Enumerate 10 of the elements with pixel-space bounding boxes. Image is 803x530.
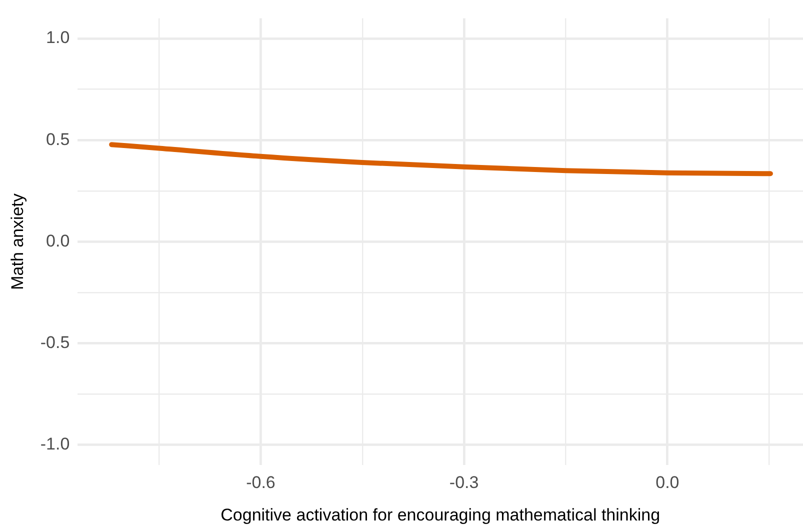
y-tick-label: 0.0 (46, 231, 70, 250)
y-tick-label: -1.0 (40, 434, 70, 454)
x-tick-label: 0.0 (656, 473, 680, 492)
x-tick-label: -0.6 (246, 473, 276, 492)
y-tick-label: 1.0 (46, 28, 70, 48)
y-tick-label: 0.5 (46, 130, 70, 149)
x-axis-title: Cognitive activation for encouraging mathematical thinking (220, 505, 660, 524)
x-tick-label: -0.3 (449, 473, 479, 492)
y-tick-label: -0.5 (40, 332, 70, 352)
y-axis-title: Math anxiety (8, 193, 27, 290)
